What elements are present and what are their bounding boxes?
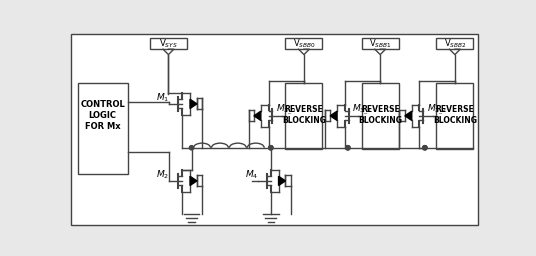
Polygon shape [330,111,337,120]
Bar [362,38,399,49]
Text: BLOCKING: BLOCKING [358,116,402,125]
Circle shape [346,146,350,150]
Polygon shape [190,99,197,109]
Text: REVERSE: REVERSE [285,105,323,114]
Text: $M_{3\_1}$: $M_{3\_1}$ [352,102,373,117]
Bar [286,83,323,148]
Circle shape [423,146,427,150]
Circle shape [269,146,273,150]
Bar [436,38,473,49]
Text: $M_{3\_2}$: $M_{3\_2}$ [427,102,448,117]
Bar [362,83,399,148]
Text: BLOCKING: BLOCKING [282,116,326,125]
Text: $M_4$: $M_4$ [245,168,258,181]
Text: $M_2$: $M_2$ [157,168,169,181]
Text: BLOCKING: BLOCKING [433,116,477,125]
Bar [150,38,187,49]
Text: $M_{3\_0}$: $M_{3\_0}$ [276,102,296,117]
Text: REVERSE: REVERSE [361,105,399,114]
Bar [286,38,323,49]
Text: V$_{SBB0}$: V$_{SBB0}$ [293,38,315,50]
Text: CONTROL: CONTROL [80,100,125,109]
Text: V$_{SBB1}$: V$_{SBB1}$ [369,38,391,50]
Circle shape [269,146,273,150]
Bar [78,83,128,174]
Text: LOGIC: LOGIC [88,111,117,120]
Bar [436,83,473,148]
Polygon shape [190,176,197,186]
Circle shape [189,146,193,150]
Circle shape [346,146,350,150]
Text: V$_{SBB2}$: V$_{SBB2}$ [443,38,466,50]
Polygon shape [279,176,286,186]
Text: V$_{SYS}$: V$_{SYS}$ [159,38,178,50]
Circle shape [423,146,427,150]
Polygon shape [405,111,412,120]
Polygon shape [254,111,261,120]
Text: FOR Mx: FOR Mx [85,122,121,131]
Text: $M_1$: $M_1$ [157,91,170,104]
Text: REVERSE: REVERSE [436,105,474,114]
